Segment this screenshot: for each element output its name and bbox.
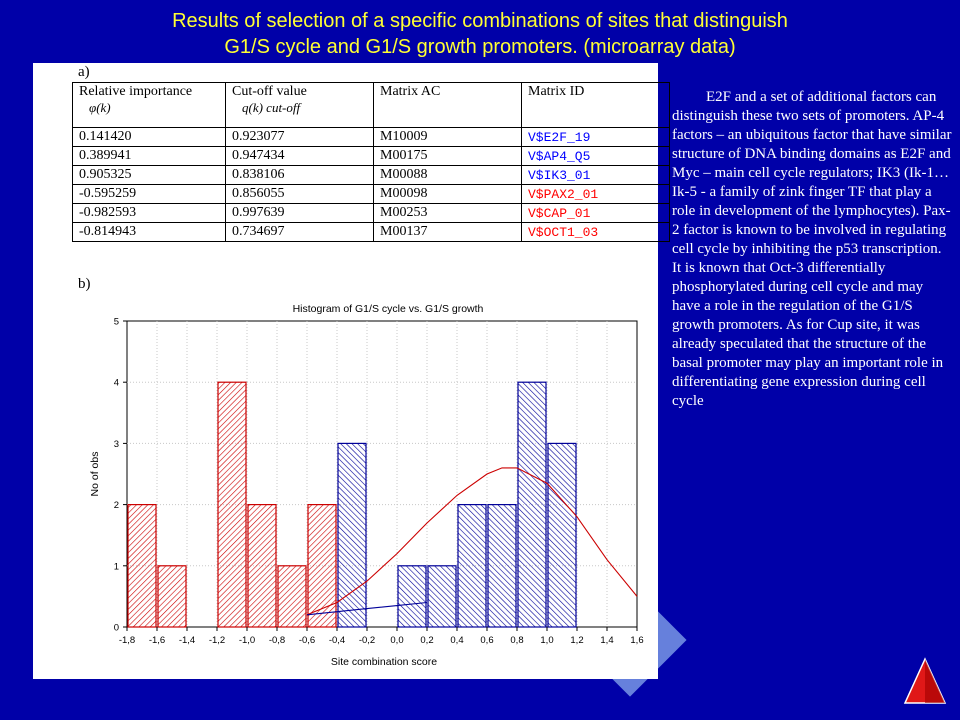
x-tick-label: 0,6 [480, 635, 493, 646]
y-tick-label: 1 [114, 561, 119, 572]
x-tick-label: -0,8 [269, 635, 285, 646]
histogram-bar [217, 381, 247, 628]
cell-importance: 0.905325 [72, 165, 226, 185]
histogram-bar [457, 504, 487, 628]
x-tick-label: -1,4 [179, 635, 195, 646]
histogram-bar [277, 565, 307, 628]
cell-importance: -0.595259 [72, 184, 226, 204]
y-tick-label: 5 [114, 317, 119, 328]
x-tick-label: 1,2 [570, 635, 583, 646]
fit-curve [306, 601, 428, 616]
cell-cutoff: 0.734697 [225, 222, 374, 242]
header-matrix-ac: Matrix AC [373, 82, 522, 128]
cell-matrix-id: V$OCT1_03 [521, 222, 670, 242]
chart-title: Histogram of G1/S cycle vs. G1/S growth [293, 303, 484, 315]
sites-table: Relative importance φ(k) Cut-off value q… [72, 82, 670, 242]
histogram-bar [397, 565, 427, 628]
x-tick-label: 1,4 [600, 635, 613, 646]
header-cutoff: Cut-off value q(k) cut-off [225, 82, 374, 128]
explanation-text: E2F and a set of additional factors can … [672, 89, 952, 409]
histogram-chart: Histogram of G1/S cycle vs. G1/S growth … [82, 293, 658, 673]
x-axis-label: Site combination score [331, 656, 437, 668]
x-tick-label: 0,0 [390, 635, 403, 646]
header-matrix-id: Matrix ID [521, 82, 670, 128]
x-tick-label: -1,0 [239, 635, 255, 646]
histogram-bar [517, 381, 547, 628]
cell-cutoff: 0.923077 [225, 127, 374, 147]
table-row: 0.389941 0.947434 M00175 V$AP4_Q5 [72, 146, 670, 166]
x-tick-label: -1,2 [209, 635, 225, 646]
cell-matrix-id: V$AP4_Q5 [521, 146, 670, 166]
cell-cutoff: 0.838106 [225, 165, 374, 185]
cell-matrix-ac: M00175 [373, 146, 522, 166]
x-tick-label: -0,4 [329, 635, 345, 646]
cell-matrix-ac: M00098 [373, 184, 522, 204]
histogram-bar [547, 442, 577, 628]
cell-matrix-ac: M00137 [373, 222, 522, 242]
x-tick-label: -1,6 [149, 635, 165, 646]
histogram-bar [337, 442, 367, 628]
y-tick-label: 4 [114, 378, 119, 389]
y-tick-label: 2 [114, 500, 119, 511]
cell-importance: -0.982593 [72, 203, 226, 223]
cell-importance: -0.814943 [72, 222, 226, 242]
cell-cutoff: 0.856055 [225, 184, 374, 204]
table-row: -0.595259 0.856055 M00098 V$PAX2_01 [72, 184, 670, 204]
y-axis-label: No of obs [89, 452, 101, 497]
title-line-1: Results of selection of a specific combi… [172, 10, 788, 32]
table-row: -0.814943 0.734697 M00137 V$OCT1_03 [72, 222, 670, 242]
q-symbol: q(k) cut-off [242, 100, 301, 115]
x-tick-label: -0,2 [359, 635, 375, 646]
x-tick-label: 1,6 [630, 635, 643, 646]
histogram-bar [487, 504, 517, 628]
cell-matrix-ac: M10009 [373, 127, 522, 147]
x-tick-label: -0,6 [299, 635, 315, 646]
cell-matrix-id: V$E2F_19 [521, 127, 670, 147]
panel-b-label: b) [78, 276, 91, 292]
cell-importance: 0.141420 [72, 127, 226, 147]
table-row: 0.905325 0.838106 M00088 V$IK3_01 [72, 165, 670, 185]
table-row: 0.141420 0.923077 M10009 V$E2F_19 [72, 127, 670, 147]
cell-matrix-id: V$CAP_01 [521, 203, 670, 223]
x-tick-label: -1,8 [119, 635, 135, 646]
y-tick-label: 0 [114, 623, 119, 634]
histogram-bar [127, 504, 157, 628]
header-importance: Relative importance φ(k) [72, 82, 226, 128]
phi-symbol: φ(k) [89, 100, 111, 115]
y-tick-label: 3 [114, 439, 119, 450]
x-tick-label: 0,4 [450, 635, 463, 646]
panel-a-label: a) [78, 64, 90, 80]
title-line-2: G1/S cycle and G1/S growth promoters. (m… [224, 36, 736, 58]
cell-matrix-ac: M00088 [373, 165, 522, 185]
x-tick-label: 0,8 [510, 635, 523, 646]
cell-matrix-id: V$PAX2_01 [521, 184, 670, 204]
cell-matrix-id: V$IK3_01 [521, 165, 670, 185]
table-header-row: Relative importance φ(k) Cut-off value q… [72, 82, 670, 128]
cell-cutoff: 0.947434 [225, 146, 374, 166]
histogram-bar [247, 504, 277, 628]
next-slide-icon[interactable] [903, 657, 947, 707]
cell-importance: 0.389941 [72, 146, 226, 166]
histogram-bar [157, 565, 187, 628]
histogram-bar [427, 565, 457, 628]
fit-curve [306, 467, 638, 616]
slide-title: Results of selection of a specific combi… [0, 8, 960, 60]
x-tick-label: 1,0 [540, 635, 553, 646]
histogram-bar [307, 504, 337, 628]
cell-matrix-ac: M00253 [373, 203, 522, 223]
x-tick-label: 0,2 [420, 635, 433, 646]
table-row: -0.982593 0.997639 M00253 V$CAP_01 [72, 203, 670, 223]
cell-cutoff: 0.997639 [225, 203, 374, 223]
